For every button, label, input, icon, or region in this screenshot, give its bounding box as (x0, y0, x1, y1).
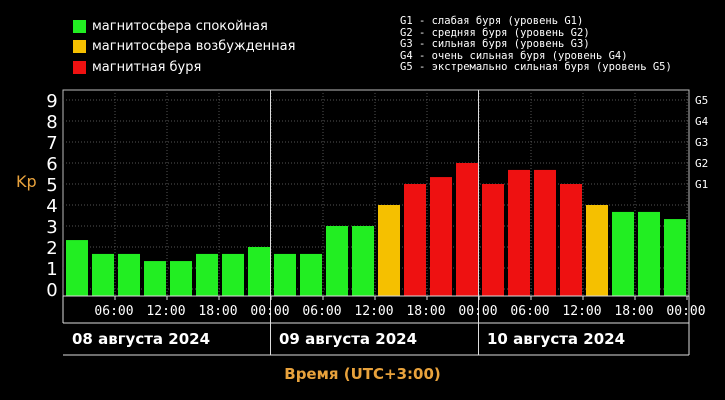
kp-bar (222, 253, 244, 296)
legend-label-storm: магнитная буря (92, 59, 202, 75)
kp-bar (586, 205, 608, 296)
kp-bar (352, 226, 374, 296)
kp-bar (404, 184, 426, 296)
kp-bar (170, 261, 192, 296)
y-tick-label: 2 (46, 238, 57, 259)
y-axis-label: Kp (16, 172, 37, 191)
g-level-tick-label: G3 (695, 136, 708, 149)
y-tick-label: 5 (46, 175, 57, 196)
kp-bar (456, 163, 478, 296)
y-tick-label: 0 (46, 280, 57, 301)
time-tick-label: 18:00 (614, 304, 653, 319)
kp-bar (248, 247, 270, 296)
kp-bar (144, 261, 166, 296)
storm-level-g1: G1 - слабая буря (уровень G1) (400, 15, 584, 27)
legend-item-excited: магнитосфера возбужденная (73, 38, 295, 54)
storm-level-g5: G5 - экстремально сильная буря (уровень … (400, 61, 672, 73)
time-tick-label: 18:00 (198, 304, 237, 319)
legend-item-calm: магнитосфера спокойная (73, 18, 268, 34)
time-tick-label: 06:00 (94, 304, 133, 319)
legend-label-excited: магнитосфера возбужденная (92, 38, 296, 54)
storm-level-g3: G3 - сильная буря (уровень G3) (400, 38, 590, 50)
kp-bar (638, 211, 660, 296)
time-tick-label: 00:00 (250, 304, 289, 319)
y-tick-label: 1 (46, 259, 57, 280)
y-tick-label: 4 (46, 196, 57, 217)
time-tick-label: 12:00 (354, 304, 393, 319)
storm-level-g4: G4 - очень сильная буря (уровень G4) (400, 49, 628, 62)
kp-bar (326, 226, 348, 296)
y-tick-label: 6 (46, 154, 57, 175)
legend-swatch-calm (73, 19, 86, 33)
time-tick-label: 12:00 (146, 304, 185, 319)
time-tick-label: 00:00 (458, 304, 497, 319)
y-tick-label: 9 (46, 91, 57, 112)
legend-swatch-storm (73, 60, 86, 74)
kp-bar (196, 253, 218, 296)
kp-bar (534, 169, 556, 296)
storm-level-legend: G1 - слабая буря (уровень G1) G2 - средн… (400, 15, 672, 74)
day-label-3: 10 августа 2024 (487, 330, 626, 348)
y-tick-label: 8 (46, 112, 57, 133)
g-level-tick-label: G4 (695, 115, 709, 128)
legend-swatch-excited (73, 39, 86, 53)
kp-bar (300, 253, 322, 296)
g-level-tick-label: G5 (695, 94, 708, 107)
day-label-1: 08 августа 2024 (72, 330, 211, 348)
time-tick-label: 12:00 (562, 304, 601, 319)
kp-bar (482, 184, 504, 296)
y-tick-label: 3 (46, 217, 57, 238)
kp-bar (378, 205, 400, 296)
time-tick-label: 06:00 (510, 304, 549, 319)
time-tick-label: 06:00 (302, 304, 341, 319)
x-axis-title: Время (UTC+3:00) (284, 365, 441, 383)
g-level-tick-label: G1 (695, 178, 708, 191)
g-level-tick-label: G2 (695, 157, 708, 170)
legend-label-calm: магнитосфера спокойная (92, 18, 268, 34)
kp-bar (92, 253, 114, 296)
kp-bar (664, 219, 686, 296)
kp-bar (560, 184, 582, 296)
time-tick-label: 18:00 (406, 304, 445, 319)
kp-bar (508, 169, 530, 296)
day-label-2: 09 августа 2024 (279, 330, 418, 348)
time-tick-label: 00:00 (666, 304, 705, 319)
kp-bar (430, 177, 452, 296)
kp-bar (66, 240, 88, 296)
kp-bar (612, 211, 634, 296)
y-tick-label: 7 (46, 133, 57, 154)
storm-level-g2: G2 - средняя буря (уровень G2) (400, 26, 590, 39)
kp-bar (118, 253, 140, 296)
legend-item-storm: магнитная буря (73, 59, 201, 75)
kp-bar (274, 253, 296, 296)
